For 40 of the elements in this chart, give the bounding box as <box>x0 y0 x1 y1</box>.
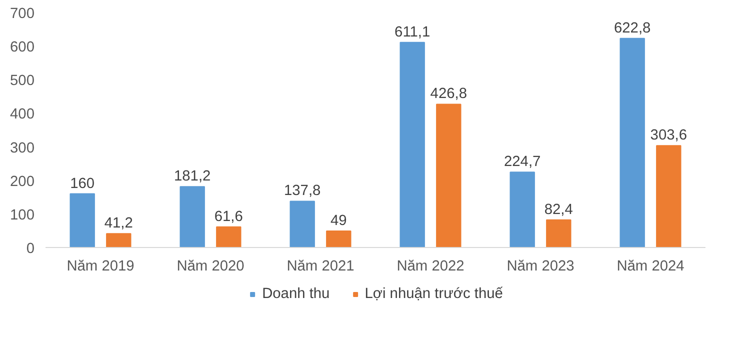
data-label: 137,8 <box>284 183 321 200</box>
x-tick-label: Năm 2019 <box>66 258 134 274</box>
bar <box>656 145 682 248</box>
bar <box>106 233 132 248</box>
y-tick-label: 600 <box>10 40 35 56</box>
bar <box>400 42 425 248</box>
legend-label: Lợi nhuận trước thuế <box>364 286 503 302</box>
y-tick-label: 200 <box>10 174 35 190</box>
data-label: 41,2 <box>104 216 133 232</box>
bar <box>290 200 315 248</box>
data-label: 426,8 <box>430 86 467 102</box>
y-tick-label: 0 <box>26 241 35 257</box>
bar <box>436 104 462 248</box>
data-label: 622,8 <box>614 20 651 36</box>
data-label: 61,6 <box>214 208 243 225</box>
x-tick-label: Năm 2022 <box>396 258 464 274</box>
legend-label: Doanh thu <box>262 286 330 302</box>
bar <box>326 230 352 248</box>
data-label: 224,7 <box>504 154 541 170</box>
x-tick-label: Năm 2020 <box>176 258 244 274</box>
x-tick-label: Năm 2023 <box>506 258 574 274</box>
data-label: 82,4 <box>544 202 573 218</box>
y-tick-label: 700 <box>10 6 35 22</box>
data-label: 160 <box>70 176 95 192</box>
x-tick-label: Năm 2024 <box>616 258 684 274</box>
bar <box>216 226 242 248</box>
y-tick-label: 400 <box>10 106 35 123</box>
data-label: 303,6 <box>650 128 687 144</box>
data-label: 611,1 <box>394 24 430 40</box>
data-label: 49 <box>330 213 347 230</box>
y-tick-label: 300 <box>10 140 35 156</box>
y-tick-label: 100 <box>10 207 35 224</box>
bar <box>546 219 572 248</box>
x-tick-label: Năm 2021 <box>286 258 354 274</box>
bar <box>180 186 205 248</box>
bar <box>620 38 645 248</box>
data-label: 181,2 <box>174 168 211 185</box>
y-tick-label: 500 <box>10 73 35 90</box>
bar <box>510 172 535 248</box>
bar <box>70 193 95 248</box>
